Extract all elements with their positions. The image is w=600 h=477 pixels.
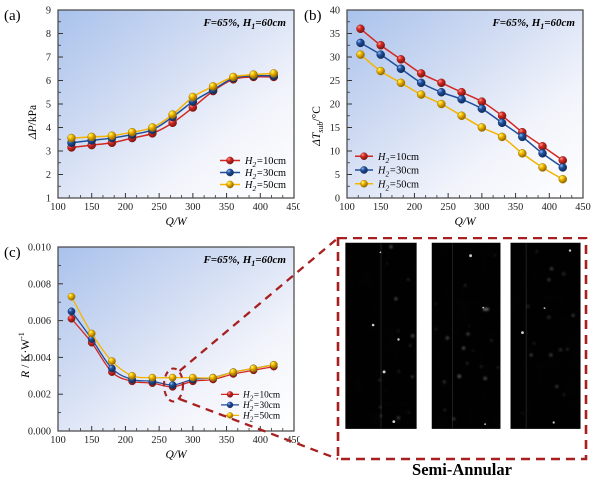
- svg-text:150: 150: [84, 435, 99, 446]
- svg-text:ΔP/kPa: ΔP/kPa: [27, 105, 39, 140]
- svg-text:15: 15: [330, 123, 340, 134]
- svg-text:10: 10: [330, 147, 340, 158]
- svg-text:F=65%, H1=60cm: F=65%, H1=60cm: [202, 17, 286, 31]
- svg-text:0.000: 0.000: [28, 427, 51, 438]
- svg-text:450: 450: [286, 435, 300, 446]
- svg-text:200: 200: [118, 202, 133, 213]
- svg-text:250: 250: [151, 435, 166, 446]
- svg-text:Semi-Annular: Semi-Annular: [412, 460, 512, 477]
- svg-text:250: 250: [151, 202, 166, 213]
- svg-text:150: 150: [84, 202, 99, 213]
- svg-text:(b): (b): [304, 8, 322, 24]
- svg-text:Q/W: Q/W: [165, 449, 188, 461]
- svg-text:300: 300: [185, 435, 200, 446]
- svg-text:200: 200: [118, 435, 133, 446]
- svg-text:4: 4: [46, 123, 51, 134]
- svg-text:0: 0: [335, 194, 340, 205]
- svg-text:300: 300: [474, 202, 489, 213]
- svg-text:3: 3: [46, 147, 51, 158]
- svg-text:6: 6: [46, 76, 51, 87]
- svg-text:350: 350: [219, 435, 234, 446]
- svg-text:300: 300: [185, 202, 200, 213]
- svg-text:200: 200: [407, 202, 422, 213]
- svg-text:8: 8: [46, 29, 51, 40]
- svg-text:100: 100: [50, 435, 65, 446]
- svg-text:450: 450: [286, 202, 300, 213]
- svg-text:R / K·W-1: R / K·W-1: [17, 332, 32, 379]
- svg-text:25: 25: [330, 76, 340, 87]
- svg-text:250: 250: [440, 202, 455, 213]
- svg-text:30: 30: [330, 53, 340, 64]
- svg-text:F=65%, H1=60cm: F=65%, H1=60cm: [202, 254, 286, 268]
- svg-text:F=65%, H1=60cm: F=65%, H1=60cm: [491, 17, 575, 31]
- svg-text:100: 100: [50, 202, 65, 213]
- svg-text:5: 5: [335, 170, 340, 181]
- svg-text:7: 7: [46, 53, 51, 64]
- svg-text:2: 2: [46, 170, 51, 181]
- svg-text:1: 1: [46, 194, 51, 205]
- svg-text:(c): (c): [4, 245, 21, 261]
- svg-text:0.008: 0.008: [28, 279, 51, 290]
- svg-text:100: 100: [339, 202, 354, 213]
- svg-text:9: 9: [46, 6, 51, 17]
- svg-text:20: 20: [330, 100, 340, 111]
- svg-text:400: 400: [253, 202, 268, 213]
- svg-text:ΔTsub/°C: ΔTsub/°C: [311, 106, 325, 147]
- svg-text:0.002: 0.002: [28, 390, 51, 401]
- svg-text:400: 400: [542, 202, 557, 213]
- svg-text:Q/W: Q/W: [165, 216, 188, 228]
- svg-text:Q/W: Q/W: [454, 216, 477, 228]
- svg-text:400: 400: [253, 435, 268, 446]
- svg-text:40: 40: [330, 6, 340, 17]
- svg-text:35: 35: [330, 29, 340, 40]
- svg-text:5: 5: [46, 100, 51, 111]
- svg-text:450: 450: [575, 202, 590, 213]
- svg-text:(a): (a): [4, 8, 21, 24]
- svg-text:0.010: 0.010: [28, 243, 51, 254]
- svg-text:0.006: 0.006: [28, 316, 51, 327]
- svg-text:150: 150: [373, 202, 388, 213]
- svg-text:350: 350: [219, 202, 234, 213]
- svg-text:350: 350: [508, 202, 523, 213]
